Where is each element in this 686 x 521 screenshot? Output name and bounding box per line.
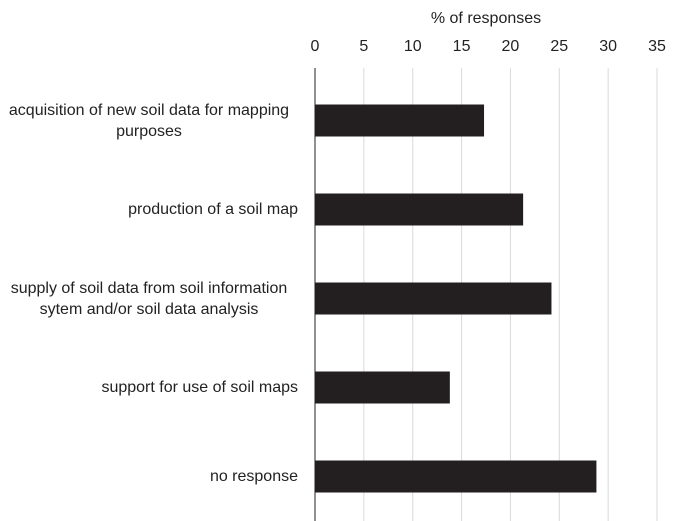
y-tick-label: support for use of soil maps xyxy=(0,377,298,398)
bar xyxy=(315,193,524,226)
y-tick-label: no response xyxy=(0,466,298,487)
bar xyxy=(315,460,597,493)
y-tick-text: no response xyxy=(209,468,298,485)
x-tick-label: 5 xyxy=(359,38,368,55)
x-tick-label: 0 xyxy=(311,38,320,55)
y-tick-label: acquisition of new soil data for mapping… xyxy=(0,100,298,142)
bar xyxy=(315,104,485,137)
y-tick-text: production of a soil map xyxy=(128,201,298,218)
y-tick-text: support for use of soil maps xyxy=(101,379,298,396)
x-tick-label: 15 xyxy=(453,38,471,55)
y-tick-label: supply of soil data from soil informatio… xyxy=(0,278,298,320)
x-tick-label: 10 xyxy=(404,38,422,55)
bar xyxy=(315,371,450,404)
bar xyxy=(315,282,552,315)
y-tick-label: production of a soil map xyxy=(0,199,298,220)
x-axis-label: % of responses xyxy=(431,10,541,27)
x-tick-label: 30 xyxy=(599,38,617,55)
y-tick-text: supply of soil data from soil informatio… xyxy=(10,279,288,318)
x-tick-label: 25 xyxy=(550,38,568,55)
y-tick-text: acquisition of new soil data for mapping… xyxy=(8,101,290,140)
x-tick-label: 35 xyxy=(648,38,666,55)
x-tick-label: 20 xyxy=(502,38,520,55)
